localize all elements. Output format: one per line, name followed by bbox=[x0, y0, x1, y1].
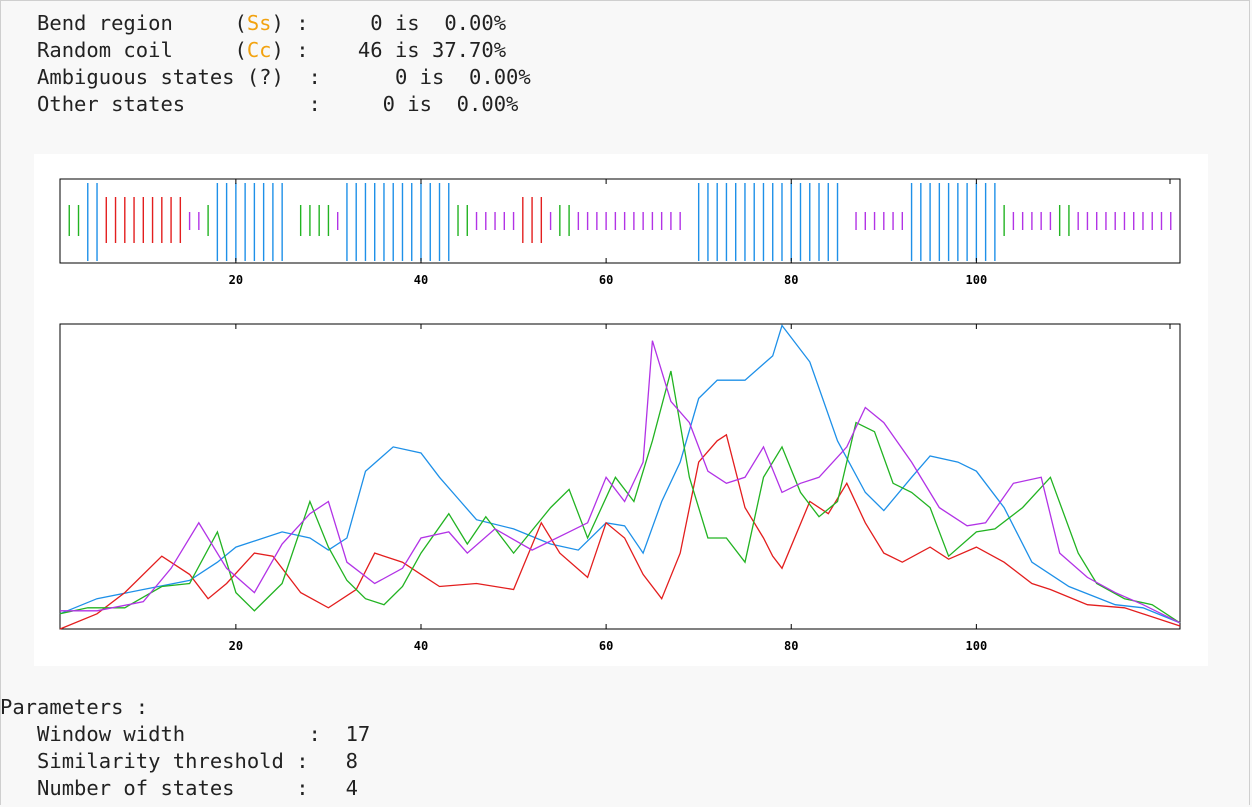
stat-count: 0 is bbox=[320, 92, 445, 116]
stat-label-end: ) : bbox=[271, 11, 309, 35]
x-tick-label: 60 bbox=[599, 639, 613, 653]
stat-label: Random coil ( bbox=[0, 38, 247, 62]
stat-row: Other states : 0 is 0.00% bbox=[0, 91, 518, 118]
x-tick-label: 40 bbox=[414, 273, 428, 287]
stat-percent: 0.00% bbox=[431, 11, 507, 35]
stat-row: Bend region (Ss) : 0 is 0.00% bbox=[0, 10, 506, 37]
x-tick-label: 20 bbox=[229, 639, 243, 653]
stat-count: 0 is bbox=[320, 65, 457, 89]
parameter-label: Similarity threshold : bbox=[0, 749, 309, 773]
x-tick-label: 60 bbox=[599, 273, 613, 287]
prediction-panel: 20 40 60 80 100 20 40 60 80 100 bbox=[34, 154, 1208, 666]
x-tick-label: 80 bbox=[784, 273, 798, 287]
state-track-frame bbox=[59, 178, 1181, 264]
x-tick-label: 100 bbox=[966, 273, 988, 287]
stat-label: Ambiguous states (?) : bbox=[0, 65, 321, 89]
stat-count: 0 is bbox=[308, 11, 432, 35]
parameter-value: 8 bbox=[308, 749, 358, 773]
series-line-turn bbox=[59, 370, 1181, 624]
prediction-charts: 20 40 60 80 100 20 40 60 80 100 bbox=[59, 178, 1181, 653]
stat-row: Ambiguous states (?) : 0 is 0.00% bbox=[0, 64, 531, 91]
series-line-coil bbox=[60, 340, 1181, 624]
state-code: Cc bbox=[246, 38, 272, 62]
series-line-helix bbox=[59, 324, 1181, 624]
stat-count: 46 is bbox=[308, 38, 432, 62]
probability-plot-frame bbox=[59, 323, 1181, 630]
parameter-label: Window width : bbox=[0, 722, 321, 746]
x-tick-label: 20 bbox=[229, 273, 243, 287]
stat-row: Random coil (Cc) : 46 is 37.70% bbox=[0, 37, 506, 64]
series-line-sheet bbox=[59, 433, 1181, 630]
parameter-label: Number of states : bbox=[0, 776, 309, 800]
parameter-value: 4 bbox=[308, 776, 358, 800]
state-code: Ss bbox=[246, 11, 272, 35]
parameter-row: Number of states : 4 bbox=[0, 775, 358, 802]
x-tick-label: 100 bbox=[966, 639, 988, 653]
parameter-row: Window width : 17 bbox=[0, 721, 370, 748]
x-tick-label: 80 bbox=[784, 639, 798, 653]
parameter-row: Similarity threshold : 8 bbox=[0, 748, 358, 775]
stat-label-end: ) : bbox=[271, 38, 309, 62]
stat-percent: 0.00% bbox=[444, 92, 519, 116]
stat-percent: 37.70% bbox=[431, 38, 507, 62]
parameter-value: 17 bbox=[320, 722, 371, 746]
parameters-heading: Parameters : bbox=[0, 695, 149, 719]
stat-percent: 0.00% bbox=[456, 65, 531, 89]
stat-label: Other states : bbox=[0, 92, 321, 116]
x-tick-label: 40 bbox=[414, 639, 428, 653]
stat-label: Bend region ( bbox=[0, 11, 247, 35]
